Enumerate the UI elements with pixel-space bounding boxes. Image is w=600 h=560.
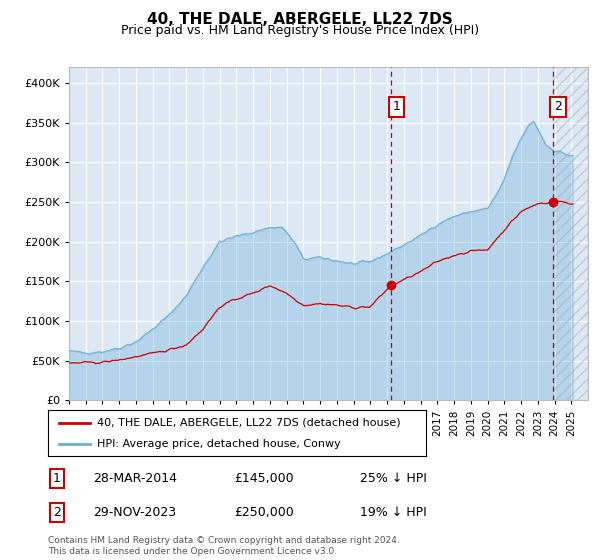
Text: 28-MAR-2014: 28-MAR-2014 <box>93 472 177 486</box>
Bar <box>553 67 588 400</box>
Text: £145,000: £145,000 <box>234 472 293 486</box>
Text: 2: 2 <box>53 506 61 519</box>
Text: Price paid vs. HM Land Registry's House Price Index (HPI): Price paid vs. HM Land Registry's House … <box>121 24 479 37</box>
Text: Contains HM Land Registry data © Crown copyright and database right 2024.
This d: Contains HM Land Registry data © Crown c… <box>48 536 400 556</box>
Text: 1: 1 <box>53 472 61 486</box>
Text: 29-NOV-2023: 29-NOV-2023 <box>93 506 176 519</box>
Text: 1: 1 <box>392 100 400 113</box>
Text: 2: 2 <box>554 100 562 113</box>
Text: 40, THE DALE, ABERGELE, LL22 7DS: 40, THE DALE, ABERGELE, LL22 7DS <box>147 12 453 27</box>
Text: £250,000: £250,000 <box>234 506 294 519</box>
Text: 19% ↓ HPI: 19% ↓ HPI <box>360 506 427 519</box>
Text: 25% ↓ HPI: 25% ↓ HPI <box>360 472 427 486</box>
Text: 40, THE DALE, ABERGELE, LL22 7DS (detached house): 40, THE DALE, ABERGELE, LL22 7DS (detach… <box>97 418 401 428</box>
Text: HPI: Average price, detached house, Conwy: HPI: Average price, detached house, Conw… <box>97 439 341 449</box>
